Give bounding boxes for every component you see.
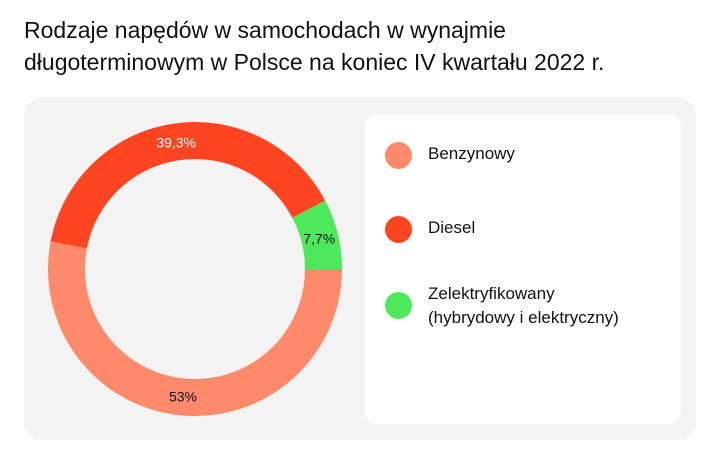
- donut-slice-diesel: [50, 121, 326, 249]
- legend-label-zelektryfikowany-sub: (hybrydowy i elektryczny): [428, 308, 619, 327]
- legend-swatch-diesel: [385, 216, 412, 243]
- legend-label-zelektryfikowany-main: Zelektryfikowany: [428, 284, 555, 303]
- chart-title: Rodzaje napędów w samochodach w wynajmie…: [24, 14, 704, 78]
- legend-label-benzynowy: Benzynowy: [428, 144, 515, 163]
- legend-item-zelektryfikowany: Zelektryfikowany (hybrydowy i elektryczn…: [385, 282, 619, 330]
- legend-label-zelektryfikowany: Zelektryfikowany (hybrydowy i elektryczn…: [428, 282, 619, 330]
- legend-swatch-benzynowy: [385, 142, 412, 169]
- donut-slice-zelektryfikowany: [292, 200, 342, 269]
- data-label-diesel: 39,3%: [156, 134, 196, 150]
- legend-label-diesel: Diesel: [428, 218, 476, 237]
- donut-hole: [85, 159, 305, 379]
- legend: Benzynowy Diesel Zelektryfikowany (hybry…: [365, 114, 681, 424]
- donut-slice-benzynowy: [47, 241, 342, 417]
- chart-title-line1: Rodzaje napędów w samochodach w wynajmie: [24, 17, 506, 43]
- data-label-zelektryfikowany: 7,7%: [303, 230, 335, 246]
- chart-title-line2: długoterminowym w Polsce na koniec IV kw…: [24, 49, 605, 75]
- legend-swatch-zelektryfikowany: [385, 292, 412, 319]
- legend-item-diesel: Diesel: [385, 216, 475, 243]
- data-label-benzynowy: 53%: [169, 388, 197, 404]
- legend-item-benzynowy: Benzynowy: [385, 142, 515, 169]
